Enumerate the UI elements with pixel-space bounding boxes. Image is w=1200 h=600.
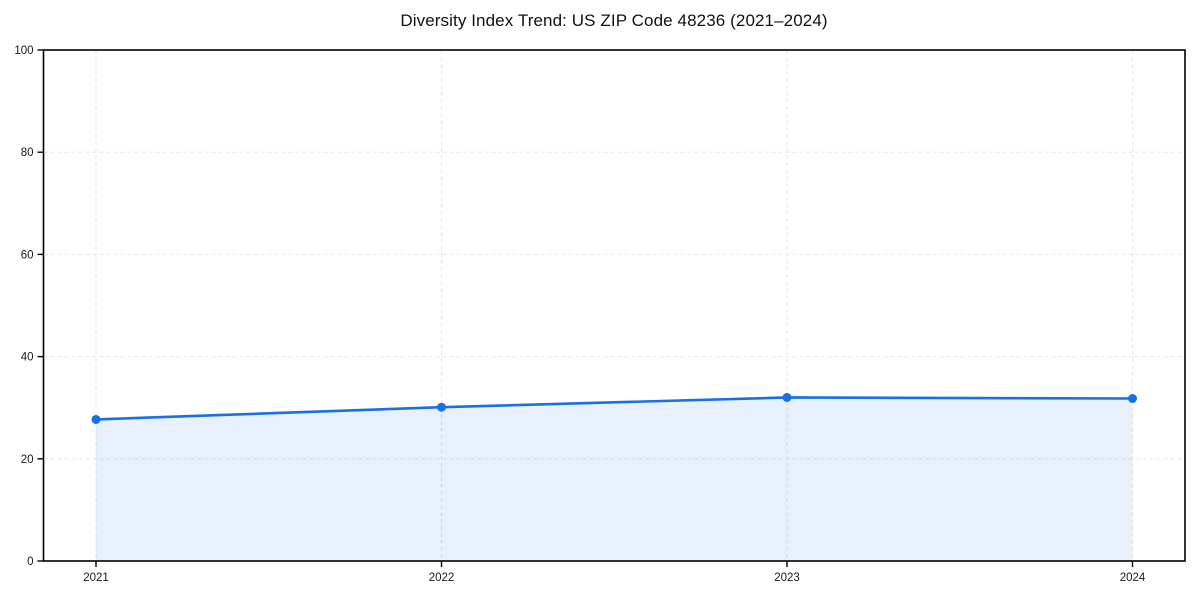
data-point xyxy=(91,414,101,424)
x-tick-label: 2024 xyxy=(1120,572,1146,584)
y-tick-label: 100 xyxy=(14,45,33,57)
data-point xyxy=(1128,394,1137,404)
y-tick-label: 80 xyxy=(21,147,34,159)
data-point xyxy=(782,392,792,402)
x-tick-label: 2021 xyxy=(83,572,109,584)
x-tick-label: 2023 xyxy=(774,572,800,584)
plot-frame xyxy=(42,49,1186,562)
y-tick-label: 40 xyxy=(21,352,34,364)
y-tick-label: 20 xyxy=(21,454,34,466)
area-fill xyxy=(96,397,1133,561)
y-tick-label: 0 xyxy=(27,556,33,568)
data-point xyxy=(437,402,446,412)
trend-line xyxy=(94,396,1134,421)
chart-title: Diversity Index Trend: US ZIP Code 48236… xyxy=(400,11,828,30)
x-tick-label: 2022 xyxy=(429,572,455,584)
y-tick-label: 60 xyxy=(21,249,34,261)
